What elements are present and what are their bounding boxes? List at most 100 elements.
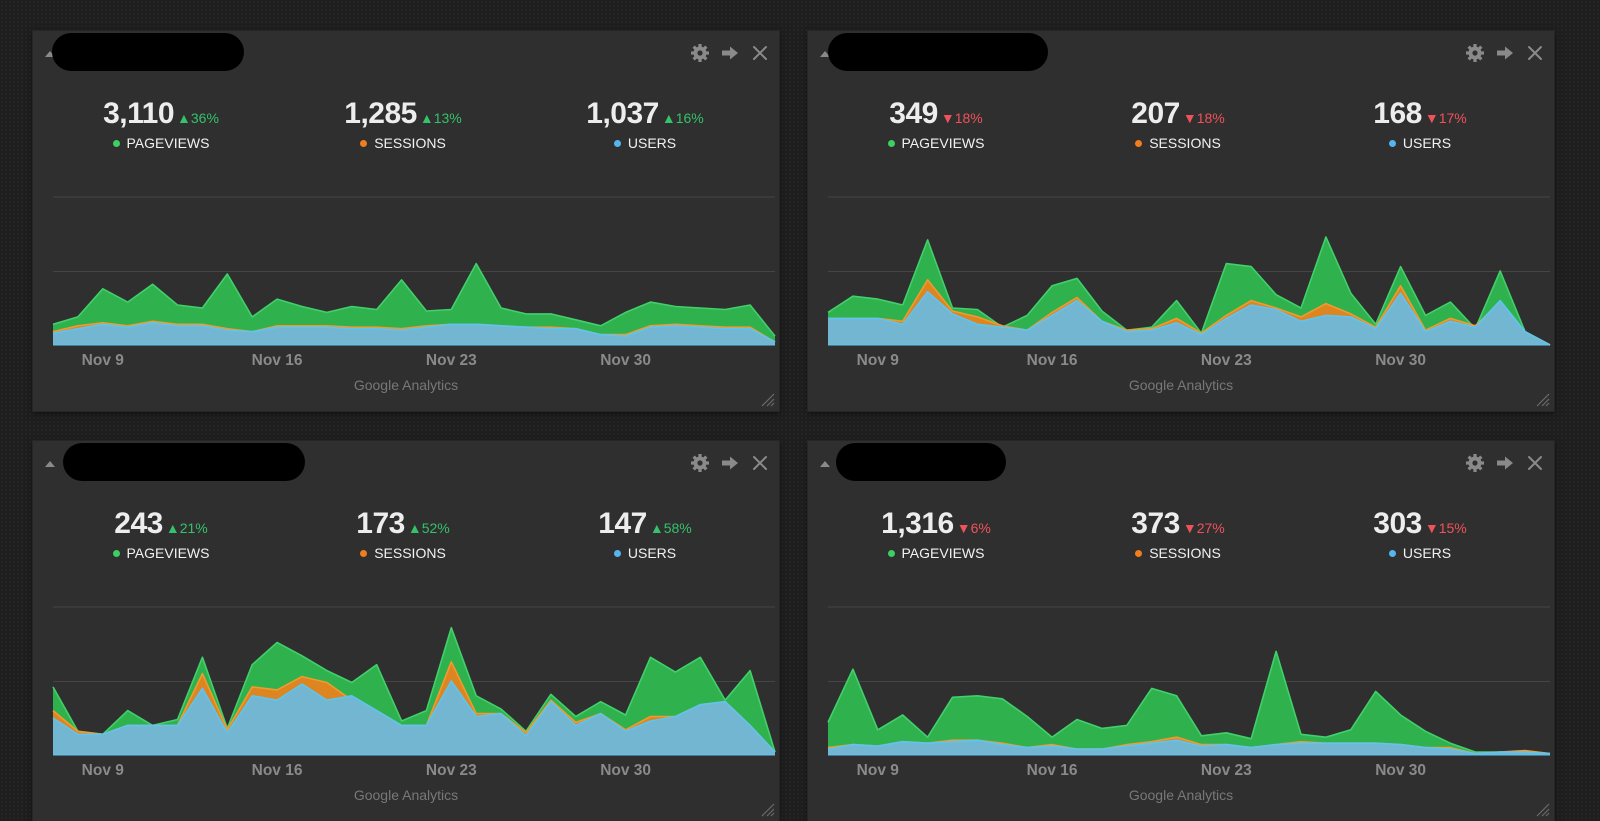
trend-down-icon: ▼	[956, 520, 971, 536]
close-icon[interactable]	[1524, 452, 1546, 474]
metric-label: SESSIONS	[374, 545, 446, 561]
metric-users: 1,037 ▲16% USERS	[545, 97, 745, 151]
metric-pageviews: 243 ▲21% PAGEVIEWS	[61, 507, 261, 561]
x-axis-tick-label: Nov 30	[1375, 352, 1426, 369]
widget-header	[33, 31, 779, 75]
close-icon[interactable]	[749, 42, 771, 64]
arrow-right-icon[interactable]	[719, 452, 741, 474]
series-line-pageviews	[52, 626, 776, 753]
trend-down-icon: ▼	[1182, 110, 1197, 126]
metric-value: 168	[1373, 97, 1422, 130]
metric-change: ▼17%	[1424, 110, 1467, 126]
collapse-arrow-icon[interactable]	[45, 461, 55, 467]
trend-up-icon: ▲	[661, 110, 676, 126]
close-icon[interactable]	[749, 452, 771, 474]
trend-down-icon: ▼	[1424, 110, 1439, 126]
metric-pageviews: 3,110 ▲36% PAGEVIEWS	[61, 97, 261, 151]
gear-icon[interactable]	[689, 42, 711, 64]
arrow-right-icon[interactable]	[1494, 42, 1516, 64]
x-axis-tick-label: Nov 30	[600, 352, 651, 369]
gear-icon[interactable]	[1464, 42, 1486, 64]
resize-grip-icon[interactable]	[759, 391, 775, 407]
metric-change: ▼27%	[1182, 520, 1225, 536]
analytics-widget: 3,110 ▲36% PAGEVIEWS 1,285 ▲13% SESSIONS 1…	[33, 31, 779, 411]
metric-value: 1,285	[344, 97, 417, 130]
metric-change: ▼18%	[940, 110, 983, 126]
trend-up-icon: ▲	[165, 520, 180, 536]
trend-up-icon: ▲	[649, 520, 664, 536]
x-axis-tick-label: Nov 16	[1027, 352, 1078, 369]
metrics-row: 1,316 ▼6% PAGEVIEWS 373 ▼27% SESSIONS 303 ▼…	[808, 507, 1554, 577]
widget-actions	[689, 452, 771, 474]
widget-actions	[689, 42, 771, 64]
redacted-widget-title	[836, 443, 1006, 481]
arrow-right-icon[interactable]	[719, 42, 741, 64]
series-area-pageviews	[828, 237, 1550, 345]
widget-footer: Google Analytics	[353, 377, 459, 393]
metric-change: ▼18%	[1182, 110, 1225, 126]
x-axis-tick-label: Nov 23	[426, 762, 477, 779]
x-axis-tick-label: Nov 23	[1201, 762, 1252, 779]
metric-label: PAGEVIEWS	[126, 545, 210, 561]
metric-change: ▲36%	[177, 110, 219, 126]
collapse-arrow-icon[interactable]	[820, 51, 830, 57]
legend-dot-icon	[1388, 549, 1396, 557]
x-axis-tick-label: Nov 9	[82, 762, 125, 779]
metric-value: 147	[598, 507, 647, 540]
metric-change: ▲52%	[407, 520, 450, 536]
x-axis-tick-label: Nov 30	[600, 762, 651, 779]
metric-value: 373	[1131, 507, 1180, 540]
metrics-row: 349 ▼18% PAGEVIEWS 207 ▼18% SESSIONS 168 ▼1…	[808, 97, 1554, 167]
metric-users: 168 ▼17% USERS	[1320, 97, 1520, 151]
resize-grip-icon[interactable]	[1534, 391, 1550, 407]
metrics-row: 3,110 ▲36% PAGEVIEWS 1,285 ▲13% SESSIONS 1…	[33, 97, 779, 167]
metric-sessions: 1,285 ▲13% SESSIONS	[303, 97, 503, 151]
resize-grip-icon[interactable]	[759, 801, 775, 817]
series-line-pageviews	[827, 650, 1551, 755]
metric-pageviews: 1,316 ▼6% PAGEVIEWS	[836, 507, 1036, 561]
metric-label: SESSIONS	[1149, 135, 1221, 151]
series-line-users	[52, 322, 776, 343]
gear-icon[interactable]	[689, 452, 711, 474]
trend-up-icon: ▲	[177, 110, 191, 126]
series-line-sessions	[828, 279, 1551, 346]
series-line-pageviews	[52, 262, 776, 337]
analytics-widget: 243 ▲21% PAGEVIEWS 173 ▲52% SESSIONS 147 ▲5…	[33, 441, 779, 821]
metric-value: 243	[114, 507, 163, 540]
x-axis-tick-label: Nov 9	[857, 762, 900, 779]
resize-grip-icon[interactable]	[1534, 801, 1550, 817]
metric-label: SESSIONS	[1149, 545, 1221, 561]
x-axis-tick-label: Nov 9	[857, 352, 900, 369]
metric-sessions: 207 ▼18% SESSIONS	[1078, 97, 1278, 151]
widget-actions	[1464, 42, 1546, 64]
series-area-users	[53, 322, 775, 345]
analytics-widget: 349 ▼18% PAGEVIEWS 207 ▼18% SESSIONS 168 ▼1…	[808, 31, 1554, 411]
series-area-users	[53, 681, 775, 755]
area-chart: Nov 9 Nov 16 Nov 23 Nov 30	[52, 606, 776, 779]
trend-up-icon: ▲	[407, 520, 422, 536]
x-axis-tick-label: Nov 16	[252, 762, 303, 779]
metric-value: 173	[356, 507, 405, 540]
legend-dot-icon	[360, 549, 368, 557]
metric-value: 207	[1131, 97, 1180, 130]
collapse-arrow-icon[interactable]	[45, 51, 55, 57]
metric-pageviews: 349 ▼18% PAGEVIEWS	[836, 97, 1036, 151]
widget-footer: Google Analytics	[1128, 787, 1234, 803]
legend-dot-icon	[112, 139, 120, 147]
close-icon[interactable]	[1524, 42, 1546, 64]
redacted-widget-title	[828, 33, 1048, 71]
trend-down-icon: ▼	[940, 110, 955, 126]
metric-change: ▲21%	[165, 520, 208, 536]
collapse-arrow-icon[interactable]	[820, 461, 830, 467]
arrow-right-icon[interactable]	[1494, 452, 1516, 474]
x-axis-tick-label: Nov 23	[1201, 352, 1252, 369]
widget-footer: Google Analytics	[353, 787, 459, 803]
legend-dot-icon	[1135, 549, 1143, 557]
legend-dot-icon	[360, 139, 368, 147]
metric-label: USERS	[1402, 545, 1452, 561]
x-axis-tick-label: Nov 30	[1375, 762, 1426, 779]
gear-icon[interactable]	[1464, 452, 1486, 474]
trend-up-icon: ▲	[419, 110, 434, 126]
metric-value: 1,037	[586, 97, 659, 130]
metric-users: 303 ▼15% USERS	[1320, 507, 1520, 561]
